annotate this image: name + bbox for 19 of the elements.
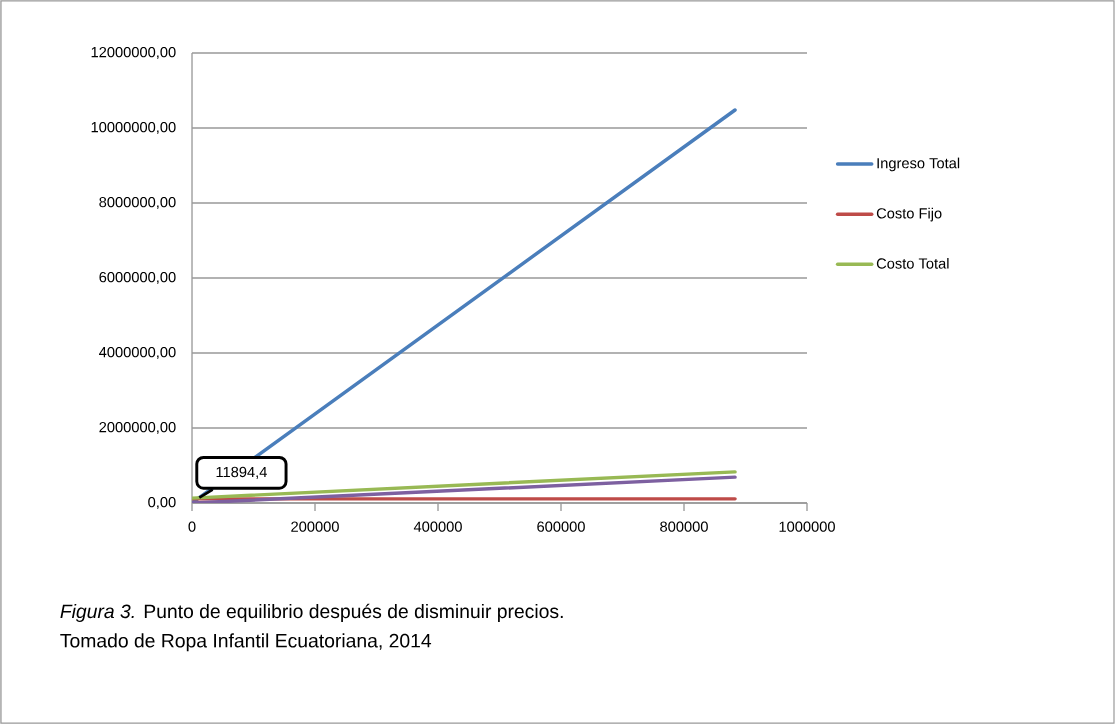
text: Tomado de Ropa Infantil Ecuatoriana, 2014 — [60, 633, 432, 652]
x-tick-label: 0 — [188, 521, 196, 532]
y-tick-label: 2000000,00 — [99, 421, 176, 435]
y-tick-label: 12000000,00 — [91, 46, 176, 60]
x-tick-label: 800000 — [660, 521, 708, 532]
text: Figura 3. Punto de equilibrio después de disminuir precios. — [60, 603, 563, 622]
x-tick-label: 600000 — [537, 521, 585, 532]
legend-label: Costo Total — [876, 257, 949, 269]
x-tick-label: 400000 — [413, 521, 462, 532]
legend-label: Costo Fijo — [876, 207, 942, 222]
y-tick-label: 10000000,00 — [91, 121, 176, 135]
y-tick-label: 6000000,00 — [99, 271, 176, 285]
y-tick-label: 8000000,00 — [99, 196, 176, 210]
legend-label: Ingreso Total — [877, 157, 960, 172]
x-tick-label: 1000000 — [779, 521, 835, 532]
annotation: 11894,4 — [216, 466, 267, 479]
y-tick-label: 4000000,00 — [99, 346, 176, 360]
y-tick-label: 0,00 — [148, 496, 176, 510]
x-tick-label: 200000 — [291, 521, 339, 532]
